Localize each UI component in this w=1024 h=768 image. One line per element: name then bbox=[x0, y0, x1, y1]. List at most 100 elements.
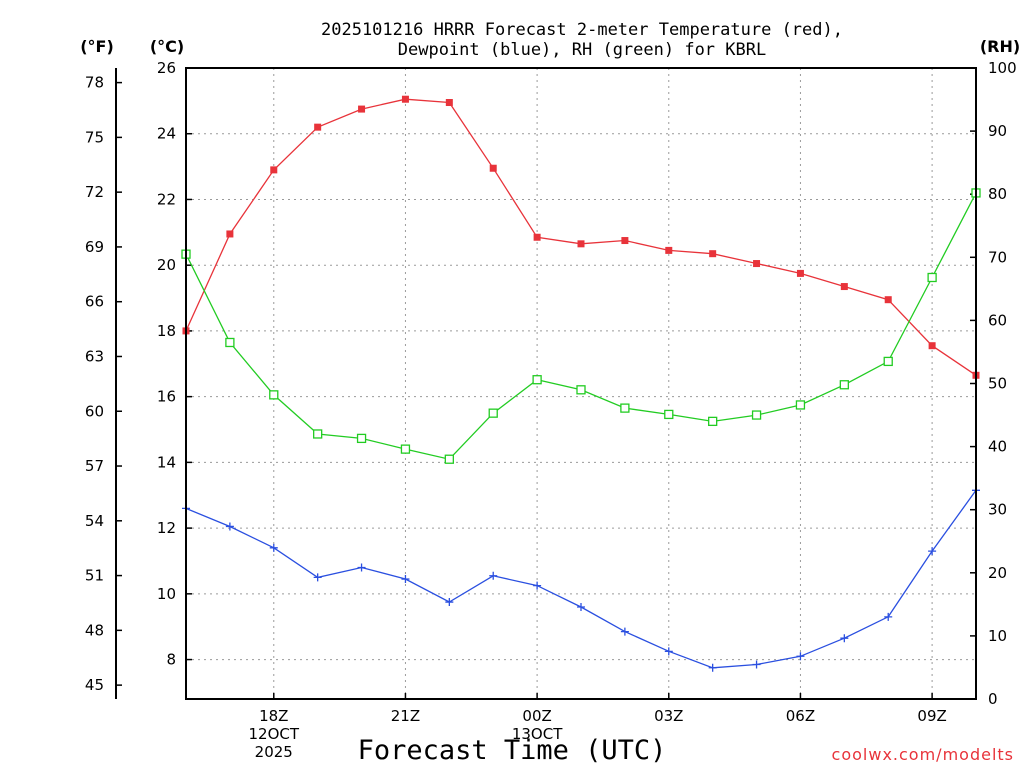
rh-point bbox=[751, 410, 762, 420]
dewpoint-point bbox=[225, 522, 234, 531]
temperature-point bbox=[401, 95, 409, 103]
rh-point bbox=[839, 380, 849, 390]
fahrenheit-tick-label: 66 bbox=[85, 293, 104, 311]
temperature-point bbox=[884, 296, 892, 304]
temperature-point bbox=[358, 105, 366, 113]
temperature-point bbox=[226, 230, 234, 238]
chart-title-line1: 2025101216 HRRR Forecast 2-meter Tempera… bbox=[321, 20, 843, 40]
fahrenheit-tick-label: 57 bbox=[85, 457, 104, 475]
dewpoint-point bbox=[313, 573, 322, 582]
celsius-tick-label: 20 bbox=[157, 256, 176, 274]
rh-tick-label: 20 bbox=[988, 564, 1007, 582]
fahrenheit-tick-label: 69 bbox=[85, 238, 104, 256]
x-tick-label: 18Z bbox=[259, 707, 288, 725]
x-tick-label: 12OCT bbox=[249, 725, 300, 743]
dewpoint-point bbox=[357, 563, 366, 572]
rh-point bbox=[532, 375, 542, 385]
rh-point bbox=[664, 409, 674, 420]
rh-point bbox=[620, 403, 630, 413]
rh-line bbox=[185, 192, 977, 460]
rh-point bbox=[576, 385, 586, 395]
x-tick-label: 03Z bbox=[654, 707, 683, 725]
fahrenheit-tick-label: 51 bbox=[85, 567, 104, 585]
dewpoint-point bbox=[401, 575, 410, 584]
dewpoint-point bbox=[708, 663, 717, 672]
celsius-tick-label: 26 bbox=[157, 59, 176, 77]
rh-point bbox=[708, 416, 718, 427]
rh-tick-label: 80 bbox=[988, 185, 1007, 203]
temperature-line bbox=[185, 98, 977, 376]
rh-point bbox=[313, 429, 323, 439]
dewpoint-point bbox=[796, 652, 805, 661]
rh-tick-label: 70 bbox=[988, 248, 1007, 266]
dewpoint-point bbox=[489, 571, 498, 580]
rh-tick-label: 0 bbox=[988, 690, 998, 708]
fahrenheit-axis-label: (°F) bbox=[80, 37, 114, 56]
celsius-tick-label: 24 bbox=[157, 125, 176, 143]
fahrenheit-tick-label: 75 bbox=[85, 128, 104, 146]
temperature-point bbox=[489, 164, 497, 172]
rh-point bbox=[400, 444, 411, 454]
fahrenheit-tick-label: 54 bbox=[85, 512, 104, 530]
fahrenheit-tick-label: 78 bbox=[85, 74, 104, 92]
temperature-point bbox=[314, 123, 322, 131]
dewpoint-point bbox=[752, 660, 761, 669]
rh-tick-label: 30 bbox=[988, 501, 1007, 519]
x-tick-label: 2025 bbox=[255, 743, 293, 761]
rh-point bbox=[356, 433, 367, 444]
fahrenheit-tick-label: 60 bbox=[85, 402, 104, 420]
rh-tick-label: 90 bbox=[988, 122, 1007, 140]
celsius-tick-label: 16 bbox=[157, 388, 176, 406]
celsius-tick-label: 10 bbox=[157, 585, 176, 603]
celsius-tick-label: 22 bbox=[157, 190, 176, 208]
celsius-tick-label: 18 bbox=[157, 322, 176, 340]
temperature-point bbox=[753, 260, 761, 268]
x-tick-label: 13OCT bbox=[512, 725, 563, 743]
temperature-point bbox=[445, 99, 453, 107]
plot-frame bbox=[185, 67, 977, 700]
fahrenheit-tick-label: 63 bbox=[85, 347, 104, 365]
rh-tick-label: 10 bbox=[988, 627, 1007, 645]
x-tick-label: 09Z bbox=[917, 707, 946, 725]
dewpoint-point bbox=[445, 598, 454, 607]
fahrenheit-tick-label: 72 bbox=[85, 183, 104, 201]
temperature-point bbox=[709, 250, 717, 258]
rh-tick-label: 50 bbox=[988, 375, 1007, 393]
rh-tick-label: 60 bbox=[988, 311, 1007, 329]
temperature-point bbox=[840, 283, 848, 291]
celsius-tick-label: 8 bbox=[166, 651, 176, 669]
temperature-point bbox=[270, 166, 278, 174]
rh-point bbox=[883, 356, 893, 367]
fahrenheit-tick-label: 45 bbox=[85, 676, 104, 694]
dewpoint-point bbox=[577, 602, 585, 611]
rh-point bbox=[927, 272, 937, 283]
temperature-point bbox=[665, 246, 673, 254]
dewpoint-point bbox=[884, 612, 893, 621]
rh-point bbox=[269, 390, 279, 400]
tick-labels: 45 48 51 54 57 60 63 66 69 72 75 78 8 10 12 14 16 18 20 22 2… bbox=[85, 59, 1017, 761]
temperature-point bbox=[796, 269, 804, 277]
x-axis-label: Forecast Time (UTC) bbox=[358, 735, 667, 766]
fahrenheit-tick-label: 48 bbox=[85, 621, 104, 639]
dewpoint-point bbox=[269, 543, 278, 552]
celsius-axis-label: (°C) bbox=[150, 37, 184, 56]
temperature-point bbox=[621, 237, 629, 245]
dewpoint-point bbox=[620, 627, 629, 636]
temperature-point bbox=[577, 240, 585, 248]
x-tick-label: 06Z bbox=[786, 707, 815, 725]
dewpoint-point bbox=[664, 647, 673, 656]
dewpoint-point bbox=[533, 581, 542, 590]
celsius-tick-label: 14 bbox=[157, 453, 176, 471]
temperature-point bbox=[533, 233, 541, 241]
rh-tick-label: 100 bbox=[988, 59, 1017, 77]
rh-tick-label: 40 bbox=[988, 438, 1007, 456]
dewpoint-point bbox=[840, 634, 849, 643]
temperature-point bbox=[928, 342, 936, 350]
rh-point bbox=[488, 408, 498, 418]
rh-axis-label: (RH) bbox=[980, 37, 1020, 56]
credit-text: coolwx.com/modelts bbox=[832, 745, 1014, 764]
chart-title-line2: Dewpoint (blue), RH (green) for KBRL bbox=[398, 40, 766, 60]
dewpoint-line bbox=[185, 489, 977, 669]
x-tick-label: 21Z bbox=[391, 707, 420, 725]
